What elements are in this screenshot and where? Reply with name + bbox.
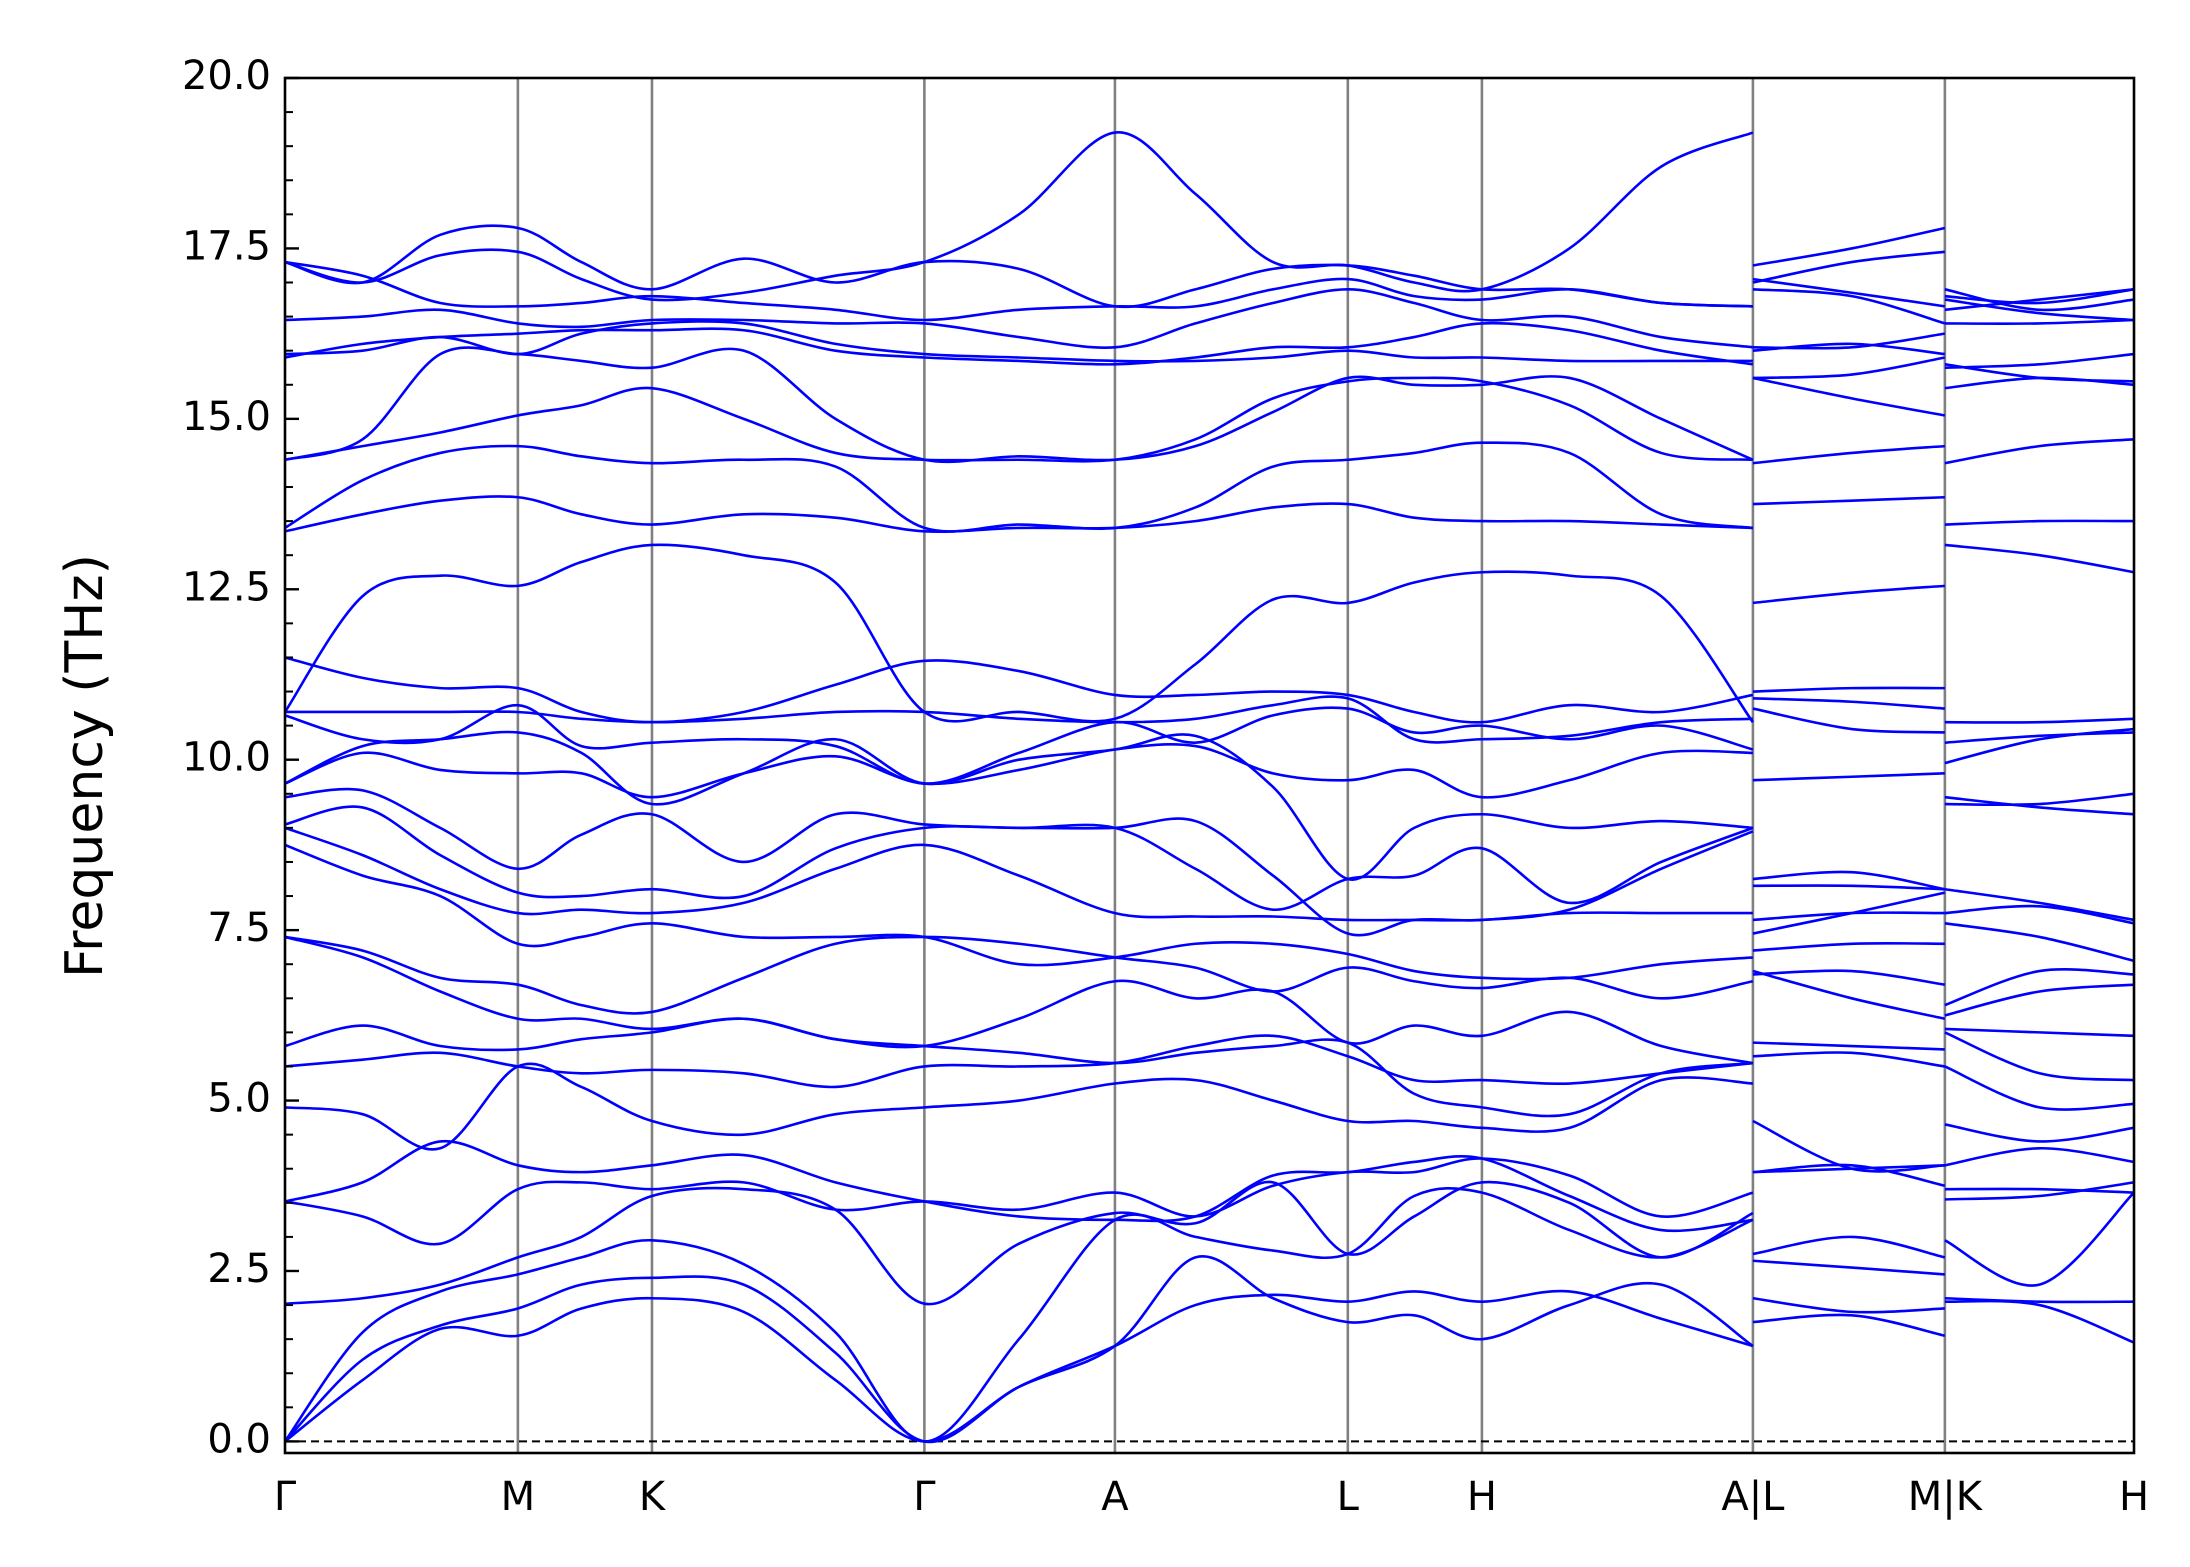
y-tick-label: 5.0	[207, 1076, 271, 1122]
band-line	[284, 1062, 2135, 1173]
y-axis-label: Frequency (THz)	[55, 554, 115, 978]
band-line	[284, 438, 2135, 533]
x-tick-label: M	[501, 1474, 536, 1520]
y-tick-label: 15.0	[182, 394, 271, 440]
band-line	[284, 131, 2135, 305]
y-tick-label: 7.5	[207, 905, 271, 951]
band-line	[284, 1180, 2135, 1306]
band-line	[284, 288, 2135, 349]
band-line	[284, 935, 2135, 1021]
x-tick-label: Γ	[913, 1474, 936, 1520]
x-tick-label: A	[1101, 1474, 1129, 1520]
band-line	[284, 703, 2135, 785]
y-tick-label: 10.0	[182, 735, 271, 781]
x-tick-label: A|L	[1721, 1474, 1785, 1520]
band-line	[284, 376, 2135, 463]
band-line	[284, 346, 2135, 464]
band-line	[284, 1275, 2135, 1444]
band-line	[284, 1017, 2135, 1118]
x-tick-label: K	[639, 1474, 667, 1520]
x-tick-label: M|K	[1908, 1474, 1984, 1520]
plot-frame	[283, 76, 2136, 1455]
y-tick-label: 2.5	[207, 1246, 271, 1292]
band-line	[284, 1034, 2135, 1111]
band-line	[284, 656, 2135, 765]
band-line	[284, 260, 2135, 322]
x-tick-label: L	[1337, 1474, 1360, 1520]
y-tick-label: 17.5	[182, 223, 271, 269]
band-line	[284, 730, 2135, 891]
band-line	[284, 843, 2135, 1007]
band-line	[284, 743, 2135, 816]
band-line	[284, 787, 2135, 922]
band-line	[283, 1187, 2135, 1443]
band-line	[284, 495, 2135, 533]
x-tick-label: H	[2119, 1474, 2149, 1520]
band-line	[284, 935, 2135, 1065]
band-line	[285, 695, 2135, 744]
band-line	[284, 318, 2135, 363]
y-tick-label: 0.0	[207, 1416, 271, 1462]
band-line	[284, 1254, 2135, 1443]
y-tick-label: 12.5	[182, 564, 271, 610]
band-line	[284, 224, 2135, 312]
y-tick-label: 20.0	[182, 53, 271, 99]
band-line	[283, 543, 2135, 723]
x-tick-label: H	[1467, 1474, 1497, 1520]
x-tick-label: Γ	[274, 1474, 297, 1520]
